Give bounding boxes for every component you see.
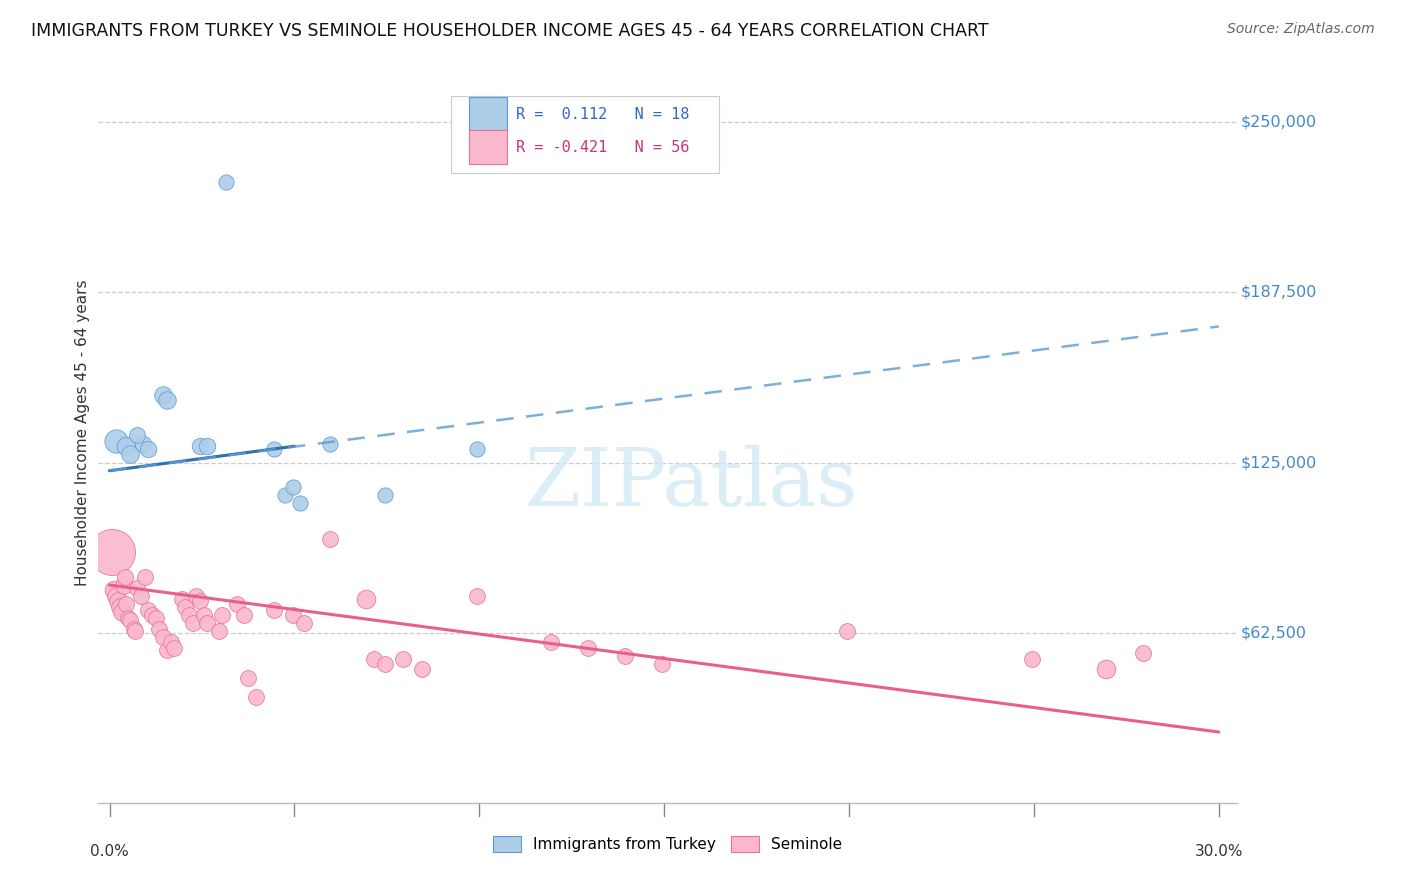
Point (124, 624, 146, 639)
Point (1021, 651, 1043, 665)
Point (118, 447, 141, 461)
Text: 0.0%: 0.0% (90, 844, 129, 858)
Point (211, 607, 233, 622)
Point (103, 583, 125, 598)
Point (156, 643, 179, 657)
Point (374, 657, 396, 671)
Point (138, 602, 160, 616)
Point (356, 591, 378, 606)
Point (263, 602, 285, 616)
Point (207, 624, 229, 639)
Point (105, 434, 128, 448)
Point (117, 610, 139, 624)
Point (148, 622, 170, 636)
Point (181, 616, 204, 631)
Point (174, 599, 197, 614)
Point (111, 605, 134, 619)
Point (118, 614, 141, 628)
Point (112, 578, 135, 592)
Point (107, 594, 129, 608)
Text: $187,500: $187,500 (1240, 285, 1317, 300)
Point (837, 624, 859, 639)
Text: ZIPatlas: ZIPatlas (524, 445, 858, 524)
Point (188, 439, 211, 453)
Point (274, 488, 297, 502)
Point (145, 610, 167, 624)
Point (114, 570, 136, 584)
Point (318, 436, 340, 450)
Text: IMMIGRANTS FROM TURKEY VS SEMINOLE HOUSEHOLDER INCOME AGES 45 - 64 YEARS CORRELA: IMMIGRANTS FROM TURKEY VS SEMINOLE HOUSE… (31, 22, 988, 40)
Point (1132, 646, 1154, 660)
Point (163, 640, 186, 655)
Point (651, 657, 673, 671)
Point (132, 436, 155, 450)
Point (197, 439, 219, 453)
Text: 30.0%: 30.0% (1195, 844, 1243, 858)
Point (281, 607, 304, 622)
Point (115, 439, 138, 453)
Point (152, 387, 174, 401)
Point (108, 599, 131, 614)
Point (263, 442, 285, 456)
Point (363, 651, 385, 665)
Point (127, 428, 149, 442)
Point (141, 607, 163, 622)
Point (170, 591, 193, 606)
Point (159, 635, 181, 649)
Point (281, 480, 304, 494)
Point (186, 589, 208, 603)
Point (156, 392, 179, 407)
Point (127, 581, 149, 595)
Point (177, 607, 200, 622)
Point (288, 496, 311, 510)
Point (197, 616, 219, 631)
Y-axis label: Householder Income Ages 45 - 64 years: Householder Income Ages 45 - 64 years (75, 279, 90, 586)
Point (226, 597, 249, 611)
Point (215, 175, 238, 189)
Point (1095, 662, 1118, 676)
Text: R =  0.112   N = 18: R = 0.112 N = 18 (516, 107, 690, 121)
Point (115, 597, 138, 611)
Text: R = -0.421   N = 56: R = -0.421 N = 56 (516, 140, 690, 154)
Text: Source: ZipAtlas.com: Source: ZipAtlas.com (1227, 22, 1375, 37)
Point (540, 635, 562, 649)
Point (245, 690, 267, 704)
FancyBboxPatch shape (468, 130, 508, 164)
Point (374, 488, 396, 502)
Point (129, 589, 152, 603)
Legend: Immigrants from Turkey, Seminole: Immigrants from Turkey, Seminole (488, 830, 848, 858)
Point (138, 442, 160, 456)
Text: $250,000: $250,000 (1240, 115, 1317, 130)
Text: $125,000: $125,000 (1240, 455, 1317, 470)
Point (152, 630, 174, 644)
Point (292, 616, 315, 631)
Point (238, 671, 260, 685)
Point (105, 589, 128, 603)
Point (392, 651, 415, 665)
FancyBboxPatch shape (451, 95, 718, 173)
Point (467, 589, 489, 603)
Point (233, 607, 256, 622)
Point (193, 607, 215, 622)
Point (467, 442, 489, 456)
Point (411, 662, 433, 676)
Point (318, 532, 340, 546)
Text: $62,500: $62,500 (1240, 625, 1306, 640)
Point (576, 640, 599, 655)
Point (614, 648, 637, 663)
FancyBboxPatch shape (468, 97, 508, 131)
Point (101, 545, 124, 559)
Point (122, 622, 145, 636)
Point (134, 570, 156, 584)
Point (188, 594, 211, 608)
